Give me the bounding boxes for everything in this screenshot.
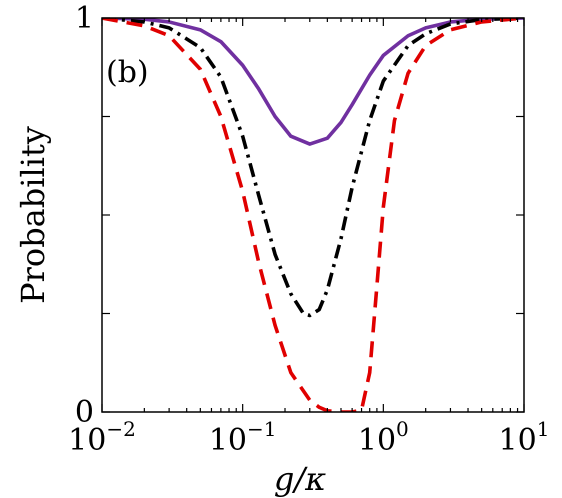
plot-frame <box>101 17 525 413</box>
x-tick-labels: 10−2 10−1 100 101 <box>68 417 549 458</box>
x-axis-label: g/κ <box>274 460 326 498</box>
series-line-solid <box>102 18 524 146</box>
x-tick-label: 10−1 <box>209 417 277 458</box>
x-tick-label: 100 <box>358 417 409 458</box>
x-tick-label: 101 <box>499 417 550 458</box>
y-tick-labels: 01 <box>75 1 94 430</box>
x-tick-label: 10−2 <box>68 417 136 458</box>
series-line-dashdot <box>102 18 524 318</box>
panel-label: (b) <box>106 55 149 90</box>
series-layer <box>102 18 524 412</box>
y-axis-label: Probability <box>14 126 52 304</box>
tick-layer <box>101 17 525 413</box>
y-tick-label: 0 <box>75 395 94 430</box>
y-tick-label: 1 <box>75 1 94 36</box>
series-line-dashed <box>102 18 524 412</box>
